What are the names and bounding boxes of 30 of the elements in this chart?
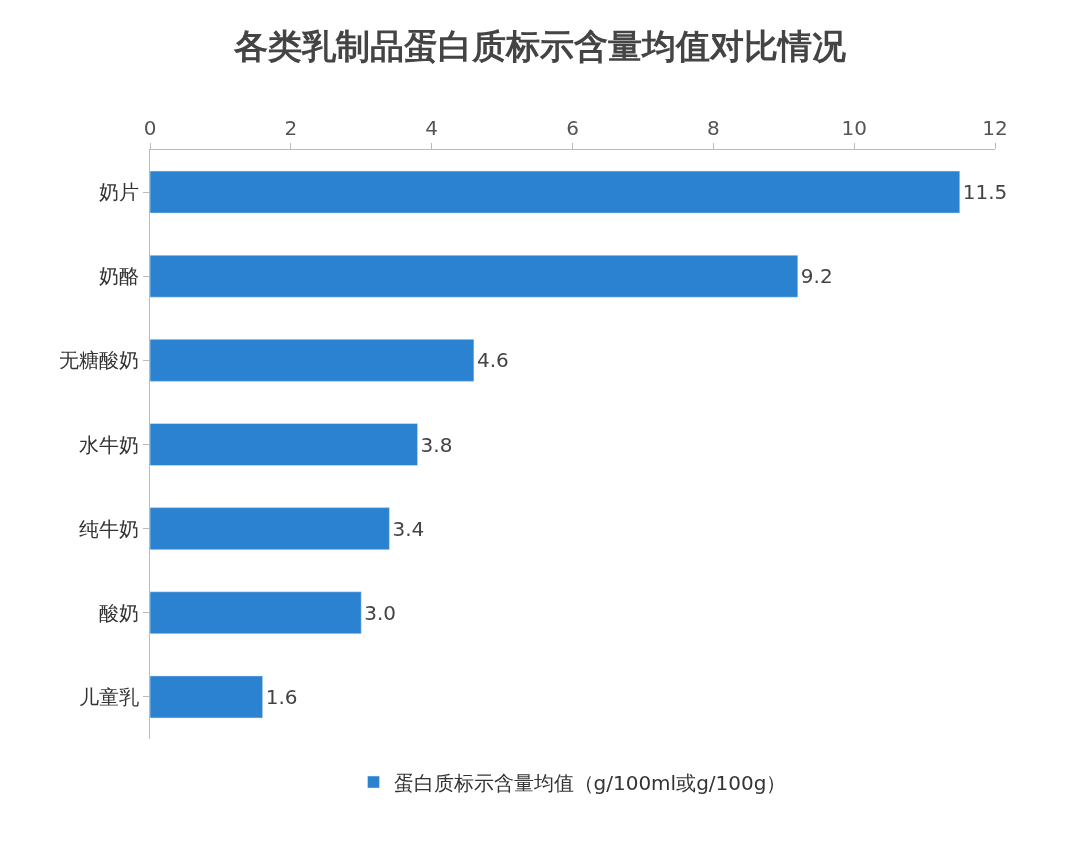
x-tick-label: 10 — [841, 116, 867, 140]
x-tick-label: 4 — [425, 116, 439, 140]
x-tick-label: 2 — [284, 116, 298, 140]
y-tick-label: 奶片 — [99, 180, 139, 205]
bar — [150, 675, 263, 719]
bar — [150, 423, 418, 466]
data-label: 3.0 — [364, 600, 397, 625]
bar — [150, 507, 390, 550]
bar — [150, 170, 961, 214]
chart-title: 各类乳制品蛋白质标示含量均值对比情况 — [233, 25, 847, 66]
data-label: 1.6 — [265, 684, 298, 709]
y-tick-label: 酸奶 — [99, 600, 139, 625]
bar — [150, 339, 475, 382]
legend-label: 蛋白质标示含量均值（g/100ml或g/100g） — [393, 770, 787, 795]
data-label: 3.8 — [420, 432, 453, 457]
data-label: 4.6 — [476, 348, 509, 373]
x-tick-label: 12 — [982, 116, 1008, 140]
y-tick-label: 无糖酸奶 — [59, 348, 139, 373]
bar — [150, 254, 799, 298]
data-label: 9.2 — [800, 264, 833, 289]
y-tick-label: 水牛奶 — [79, 432, 139, 457]
y-tick-label: 纯牛奶 — [79, 516, 139, 541]
y-tick-label: 儿童乳 — [79, 684, 139, 709]
data-label: 3.4 — [392, 516, 425, 541]
data-label: 11.5 — [962, 180, 1008, 205]
bar — [150, 591, 362, 635]
x-tick-label: 8 — [706, 116, 720, 140]
x-tick-label: 0 — [143, 116, 157, 140]
y-tick-label: 奶酪 — [99, 264, 139, 289]
x-tick-label: 6 — [566, 116, 579, 140]
